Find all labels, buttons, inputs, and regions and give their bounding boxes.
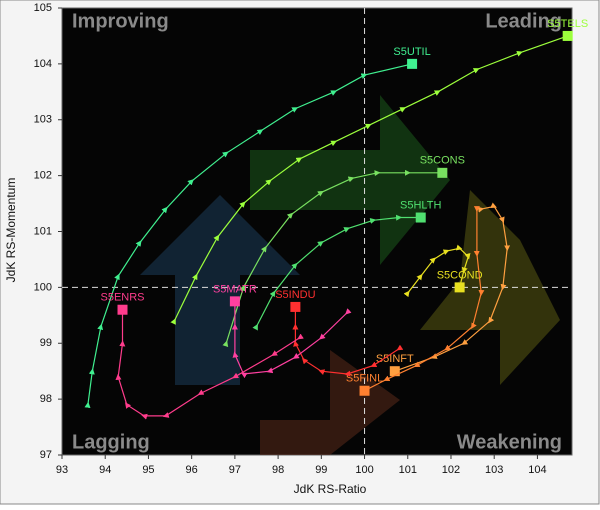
y-tick-label: 103 (34, 114, 52, 126)
x-tick-label: 101 (399, 464, 417, 476)
series-label: S5INFT (376, 353, 414, 365)
y-tick-label: 99 (40, 337, 52, 349)
x-tick-label: 103 (485, 464, 503, 476)
series-label: S5COND (437, 269, 483, 281)
series-label: S5TELS (547, 18, 588, 30)
x-tick-label: 100 (355, 464, 373, 476)
head (290, 301, 301, 312)
head (454, 282, 465, 293)
x-tick-label: 96 (186, 464, 198, 476)
x-tick-label: 95 (142, 464, 154, 476)
y-tick-label: 100 (34, 281, 52, 293)
series-label: S5ENRS (100, 292, 144, 304)
tail (84, 63, 413, 409)
tail (222, 169, 443, 348)
x-tick-label: 102 (442, 464, 460, 476)
quadrant-label: Leading (485, 10, 562, 32)
quadrant-label: Improving (72, 10, 169, 32)
series-label: S5INDU (275, 289, 315, 301)
x-tick-label: 93 (56, 464, 68, 476)
head (562, 30, 573, 41)
quadrant-label: Lagging (72, 431, 150, 453)
tail (364, 206, 485, 392)
head (117, 304, 128, 315)
y-tick-label: 97 (40, 449, 52, 461)
x-axis-title: JdK RS-Ratio (294, 482, 367, 496)
series-label: S5FINL (346, 373, 383, 385)
y-tick-label: 101 (34, 225, 52, 237)
quadrant-label: Weakening (457, 431, 562, 453)
head (415, 212, 426, 223)
y-tick-label: 102 (34, 170, 52, 182)
y-tick-label: 104 (34, 58, 52, 70)
series-label: S5UTIL (393, 46, 430, 58)
x-tick-label: 97 (229, 464, 241, 476)
y-tick-label: 105 (34, 2, 52, 14)
y-axis-title: JdK RS-Momentum (4, 178, 18, 283)
y-tick-label: 98 (40, 393, 52, 405)
head (359, 385, 370, 396)
tail (115, 309, 304, 420)
series-label: S5MATR (213, 283, 257, 295)
head (389, 366, 400, 377)
series-label: S5HLTH (400, 199, 441, 211)
head (437, 167, 448, 178)
x-tick-label: 94 (99, 464, 111, 476)
x-tick-label: 98 (272, 464, 284, 476)
series-label: S5CONS (420, 155, 465, 167)
head (229, 296, 240, 307)
x-tick-label: 104 (528, 464, 546, 476)
head (407, 58, 418, 69)
x-tick-label: 99 (315, 464, 327, 476)
